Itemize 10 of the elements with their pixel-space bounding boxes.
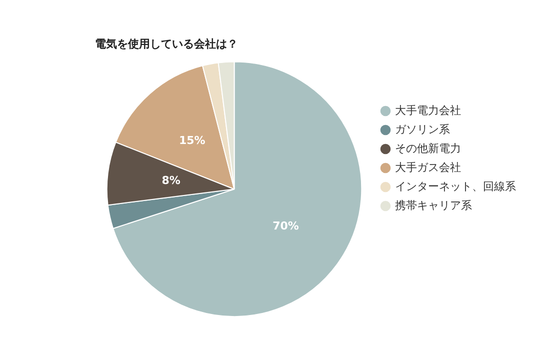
legend-label: その他新電力: [395, 142, 461, 155]
legend-label: 大手ガス会社: [395, 160, 461, 174]
legend-label: 大手電力会社: [395, 104, 461, 117]
data-label: 8%: [162, 174, 180, 187]
legend-label: インターネット、回線系: [395, 180, 516, 193]
legend-label: 携帯キャリア系: [395, 198, 472, 212]
data-label: 70%: [272, 219, 299, 232]
data-label: 15%: [178, 134, 206, 148]
legend-label: ガソリン系: [395, 122, 450, 136]
chart-title: 電気を使用している会社は？: [95, 37, 238, 50]
